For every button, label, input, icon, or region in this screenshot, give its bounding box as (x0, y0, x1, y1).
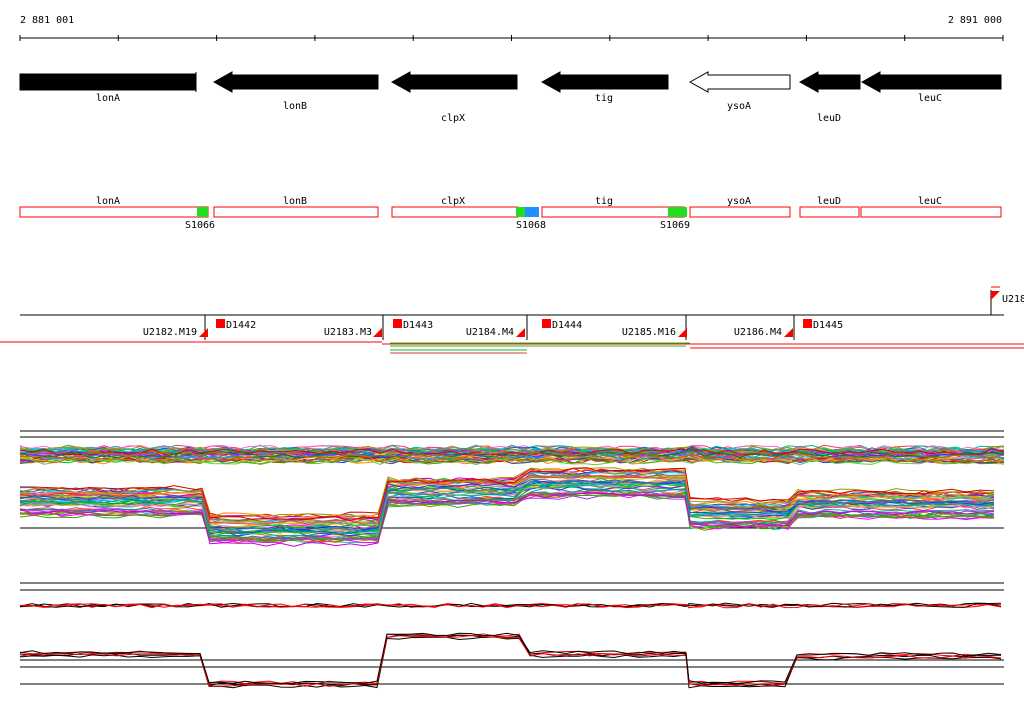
expression-line-bundle (19, 444, 1005, 547)
segment-label-tig: tig (595, 196, 613, 207)
expression-line (19, 632, 1002, 684)
expression-line (19, 603, 1002, 609)
downshift-marker-D1444[interactable] (542, 319, 551, 328)
expression-line (19, 478, 995, 531)
segment-box-tig[interactable] (541, 206, 685, 218)
downshift-marker-D1443[interactable] (393, 319, 402, 328)
gene-label-tig: tig (595, 93, 613, 104)
expression-line (19, 634, 1001, 687)
segment-label-ysoA: ysoA (727, 196, 751, 207)
site-marker-S1066[interactable] (197, 207, 208, 217)
segment-label-leuC: leuC (918, 196, 942, 207)
downshift-label-D1443: D1443 (403, 320, 433, 331)
upshift-marker-U2186[interactable] (784, 328, 793, 337)
expression-line (19, 636, 1002, 689)
edge-marker-label: U218 (1002, 294, 1024, 305)
expression-line-bundle-lower (19, 602, 1002, 689)
downshift-label-D1444: D1444 (552, 320, 582, 331)
ruler-ticks (19, 35, 1004, 41)
upshift-label-U2184: U2184.M4 (466, 327, 514, 338)
expression-panel-lower (19, 582, 1004, 689)
segment-label-clpX: clpX (441, 196, 465, 207)
downshift-marker-D1445[interactable] (803, 319, 812, 328)
gene-label-lonB: lonB (283, 101, 307, 112)
upshift-label-U2183: U2183.M3 (324, 327, 372, 338)
segment-box-ysoA[interactable] (689, 206, 791, 218)
gene-arrow-leuC[interactable] (860, 71, 1002, 93)
site-marker-S1069[interactable] (668, 207, 687, 217)
segment-box-leuC[interactable] (860, 206, 1002, 218)
gene-label-lonA: lonA (96, 93, 120, 104)
upshift-marker-U2184[interactable] (516, 328, 525, 337)
gene-arrow-ysoA[interactable] (688, 71, 791, 93)
segment-box-leuD[interactable] (799, 206, 860, 218)
segment-box-lonA[interactable] (19, 206, 209, 218)
gene-track: lonA lonB clpX tig ysoA leuD leuC (19, 71, 1002, 124)
gene-label-leuD: leuD (817, 113, 841, 124)
gene-arrow-tig[interactable] (540, 71, 669, 93)
site-label-S1066: S1066 (185, 220, 215, 231)
expression-line (19, 478, 995, 531)
segment-box-clpX[interactable] (391, 206, 519, 218)
expression-line (19, 491, 995, 542)
site-marker-S1068-b[interactable] (525, 207, 539, 217)
expression-panel-upper (19, 430, 1005, 547)
expression-line (19, 451, 1005, 459)
ruler-start-label: 2 881 001 (20, 15, 74, 26)
upshift-label-U2182: U2182.M19 (143, 327, 197, 338)
segment-label-lonA: lonA (96, 196, 120, 207)
gene-arrow-clpX[interactable] (390, 71, 518, 93)
segment-label-lonB: lonB (283, 196, 307, 207)
gene-arrow-lonA[interactable] (19, 73, 197, 91)
gene-label-clpX: clpX (441, 113, 465, 124)
segment-box-lonB[interactable] (213, 206, 379, 218)
segment-track: lonA lonB clpX tig ysoA leuD leuC S1066 … (19, 196, 1002, 231)
downshift-label-D1445: D1445 (813, 320, 843, 331)
upshift-label-U2186: U2186.M4 (734, 327, 782, 338)
upshift-marker-U2183[interactable] (373, 328, 382, 337)
downshift-marker-D1442[interactable] (216, 319, 225, 328)
shift-track: U2182.M19 U2183.M3 U2184.M4 U2185.M16 U2… (0, 286, 1024, 354)
upshift-label-U2185: U2185.M16 (622, 327, 676, 338)
expression-line (19, 469, 995, 520)
expression-line (19, 479, 995, 533)
gene-label-ysoA: ysoA (727, 101, 751, 112)
ruler-end-label: 2 891 000 (948, 15, 1002, 26)
expression-line (19, 458, 1005, 466)
expression-line (19, 633, 1002, 685)
site-marker-S1068-a[interactable] (516, 207, 525, 217)
edge-marker-flag[interactable] (991, 291, 1000, 300)
downshift-label-D1442: D1442 (226, 320, 256, 331)
segment-label-leuD: leuD (817, 196, 841, 207)
expression-line (19, 456, 1005, 465)
upshift-marker-U2185[interactable] (678, 328, 687, 337)
site-label-S1069: S1069 (660, 220, 690, 231)
expression-line (19, 634, 1002, 687)
expression-line (19, 467, 995, 522)
site-label-S1068: S1068 (516, 220, 546, 231)
coordinate-ruler: 2 881 001 2 891 000 (19, 15, 1004, 41)
gene-label-leuC: leuC (918, 93, 942, 104)
expression-line (19, 481, 995, 534)
expression-line (19, 447, 1005, 455)
expression-line (19, 452, 1005, 464)
expression-line (19, 492, 995, 547)
upshift-marker-U2182[interactable] (199, 328, 208, 337)
gene-arrow-lonB[interactable] (212, 71, 379, 93)
gene-arrow-leuD[interactable] (798, 71, 861, 93)
